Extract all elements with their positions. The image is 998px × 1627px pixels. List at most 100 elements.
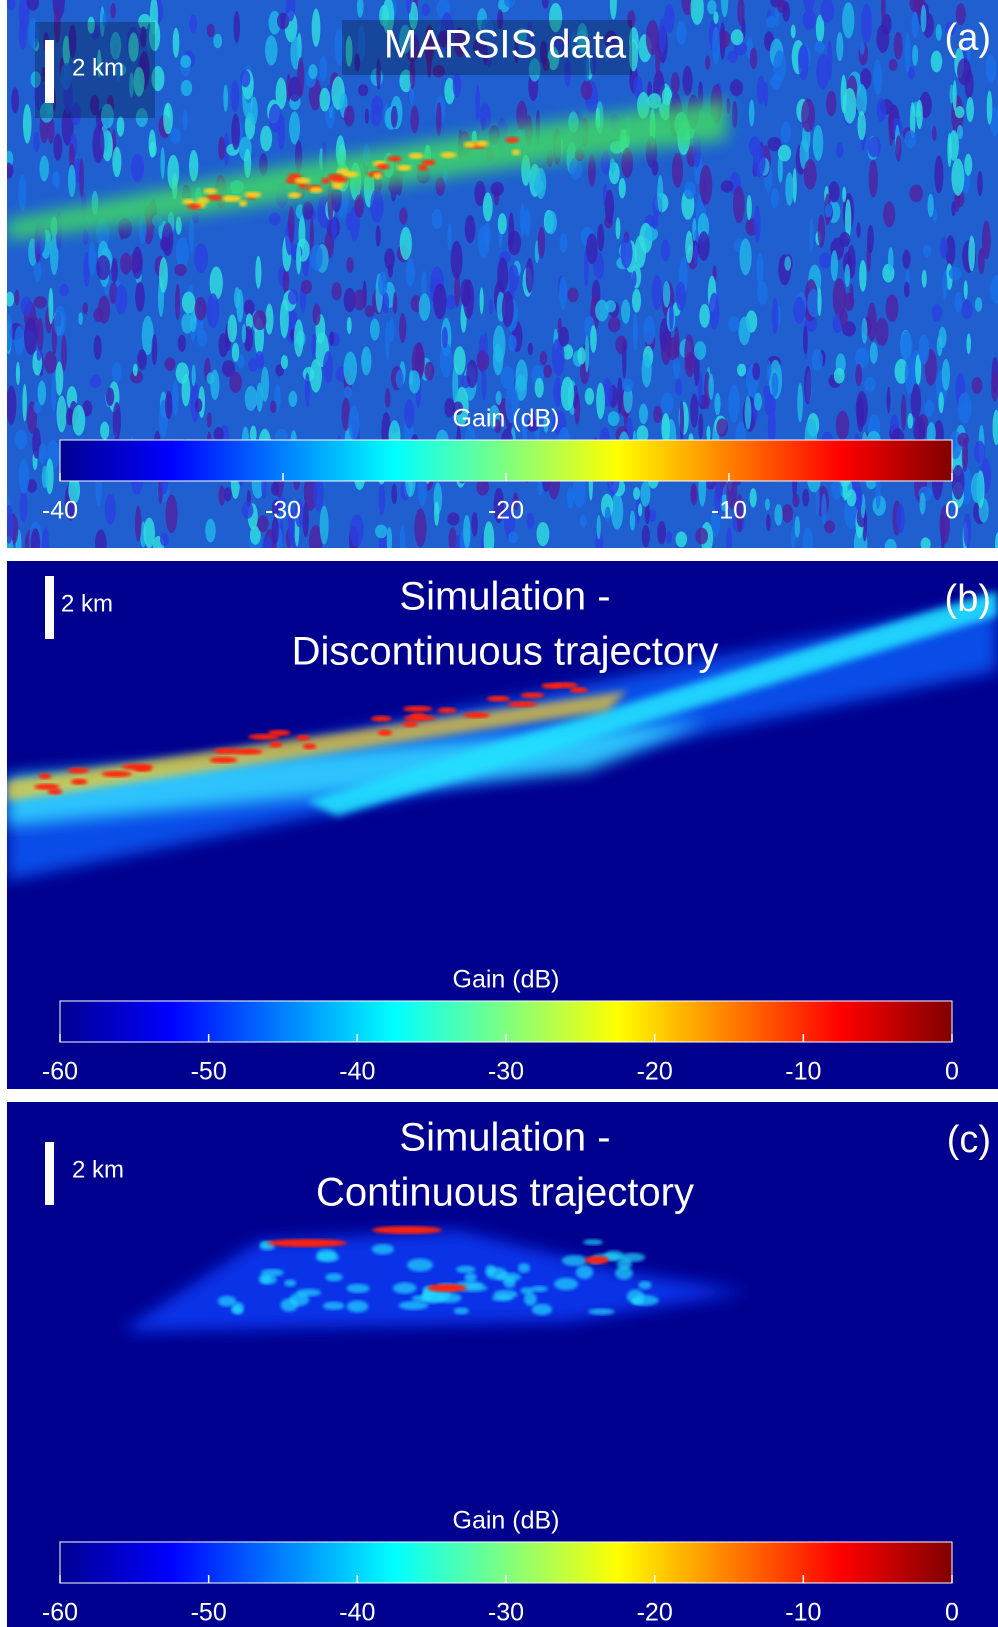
speckle xyxy=(553,376,562,407)
speckle xyxy=(948,130,959,162)
speckle xyxy=(244,385,258,411)
speckle xyxy=(390,421,399,434)
speckle xyxy=(418,293,431,321)
speckle xyxy=(560,376,575,411)
speckle xyxy=(473,38,483,57)
speckle xyxy=(886,386,891,414)
speckle xyxy=(441,326,448,349)
speckle xyxy=(343,287,356,313)
hotspot xyxy=(376,163,390,170)
speckle xyxy=(110,2,116,19)
speckle xyxy=(507,230,522,256)
speckle xyxy=(539,40,548,65)
speckle xyxy=(771,297,779,335)
speckle xyxy=(856,222,861,239)
speckle xyxy=(151,333,158,366)
speckle xyxy=(206,293,220,329)
speckle xyxy=(15,361,21,386)
speckle xyxy=(913,416,926,445)
speckle xyxy=(622,378,634,393)
speckle xyxy=(798,44,809,81)
speckle xyxy=(945,21,957,36)
hotspot xyxy=(440,152,457,159)
speckle xyxy=(189,14,198,33)
speckle xyxy=(817,214,826,248)
speckle xyxy=(319,505,329,545)
speckle xyxy=(245,313,253,330)
speckle xyxy=(971,472,984,504)
speckle xyxy=(7,0,16,11)
speckle xyxy=(23,317,38,355)
colorbar-tick-label: -50 xyxy=(191,1058,227,1086)
hotspot xyxy=(203,188,218,195)
speckle xyxy=(188,218,194,254)
speckle xyxy=(115,284,128,315)
speckle xyxy=(452,364,459,405)
blob xyxy=(217,1295,237,1307)
speckle xyxy=(277,12,290,30)
speckle xyxy=(213,427,224,442)
speckle xyxy=(482,192,493,222)
speckle xyxy=(189,149,199,182)
speckle xyxy=(615,217,621,240)
speckle xyxy=(497,257,509,293)
blob xyxy=(456,1265,476,1274)
panel-label: (b) xyxy=(945,578,991,620)
blob xyxy=(322,1301,345,1310)
speckle xyxy=(706,425,711,441)
speckle xyxy=(633,75,643,99)
speckle xyxy=(481,18,494,39)
speckle xyxy=(464,215,476,244)
speckle xyxy=(26,0,39,11)
blob xyxy=(588,1308,615,1316)
speckle xyxy=(911,11,919,39)
speckle xyxy=(439,342,453,378)
speckle xyxy=(935,24,943,41)
panel-label: (c) xyxy=(947,1119,991,1161)
speckle xyxy=(855,363,863,386)
speckle xyxy=(270,400,277,414)
colorbar-tick-label: -30 xyxy=(488,1058,524,1086)
speckle xyxy=(515,374,527,401)
speckle xyxy=(132,363,138,377)
hotspot xyxy=(296,734,311,741)
speckle xyxy=(165,390,173,420)
speckle xyxy=(939,236,948,259)
hotspot xyxy=(511,149,521,156)
speckle xyxy=(746,194,752,221)
speckle xyxy=(111,258,118,283)
speckle xyxy=(181,373,191,407)
scale-box xyxy=(35,22,155,118)
speckle xyxy=(873,59,883,96)
colorbar-tick-label: -50 xyxy=(191,1599,227,1627)
speckle xyxy=(699,303,710,328)
blob xyxy=(261,1274,277,1285)
speckle xyxy=(907,67,915,80)
speckle xyxy=(844,199,852,239)
speckle xyxy=(660,239,670,262)
speckle xyxy=(753,392,762,411)
speckle xyxy=(764,498,770,511)
speckle xyxy=(19,489,28,523)
speckle xyxy=(26,479,38,493)
speckle xyxy=(618,177,626,199)
speckle xyxy=(22,383,27,422)
speckle xyxy=(638,503,643,517)
speckle xyxy=(346,316,352,334)
speckle xyxy=(381,292,390,314)
speckle xyxy=(844,263,851,288)
speckle xyxy=(839,308,848,328)
speckle xyxy=(670,72,680,95)
speckle xyxy=(809,217,814,253)
speckle xyxy=(884,538,897,548)
speckle xyxy=(535,167,547,200)
speckle xyxy=(839,232,851,248)
hotspot xyxy=(101,771,132,778)
speckle xyxy=(492,343,504,376)
speckle xyxy=(792,493,800,508)
speckle xyxy=(165,494,178,534)
speckle xyxy=(539,351,548,366)
speckle xyxy=(18,174,27,212)
speckle xyxy=(910,383,922,419)
speckle xyxy=(824,203,833,218)
